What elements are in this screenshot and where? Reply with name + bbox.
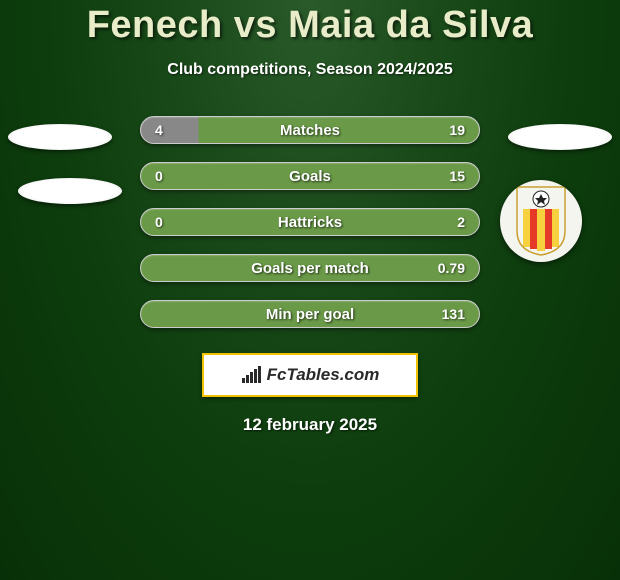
stat-label: Min per goal: [266, 306, 354, 323]
stat-label: Goals: [289, 168, 331, 185]
stat-right-value: 19: [449, 122, 465, 138]
stat-bar: 0 Goals 15: [140, 162, 480, 190]
page-subtitle: Club competitions, Season 2024/2025: [167, 61, 452, 79]
stat-row: 0 Hattricks 2: [0, 199, 620, 245]
stat-label: Matches: [280, 122, 340, 139]
stat-right-value: 2: [457, 214, 465, 230]
stat-bar: 4 Matches 19: [140, 116, 480, 144]
date-line: 12 february 2025: [243, 415, 377, 435]
brand-footer: FcTables.com: [202, 353, 418, 397]
page-title: Fenech vs Maia da Silva: [87, 4, 534, 47]
stat-label: Hattricks: [278, 214, 342, 231]
stat-right-value: 131: [442, 306, 465, 322]
brand-text: FcTables.com: [267, 365, 380, 385]
stat-right-value: 15: [449, 168, 465, 184]
stat-row: 4 Matches 19: [0, 107, 620, 153]
stat-label: Goals per match: [251, 260, 369, 277]
stat-left-value: 0: [155, 214, 163, 230]
bar-chart-icon: [241, 366, 263, 384]
stat-left-value: 4: [155, 122, 163, 138]
stat-row: 0 Goals 15: [0, 153, 620, 199]
stat-bar: Min per goal 131: [140, 300, 480, 328]
stat-right-value: 0.79: [438, 260, 465, 276]
root: Fenech vs Maia da Silva Club competition…: [0, 0, 620, 435]
stat-bar: Goals per match 0.79: [140, 254, 480, 282]
stat-row: Min per goal 131: [0, 291, 620, 337]
stat-row: Goals per match 0.79: [0, 245, 620, 291]
stat-bar: 0 Hattricks 2: [140, 208, 480, 236]
stats-area: 4 Matches 19 0 Goals 15 0 Hattricks 2 Goals per m…: [0, 107, 620, 337]
stat-left-value: 0: [155, 168, 163, 184]
